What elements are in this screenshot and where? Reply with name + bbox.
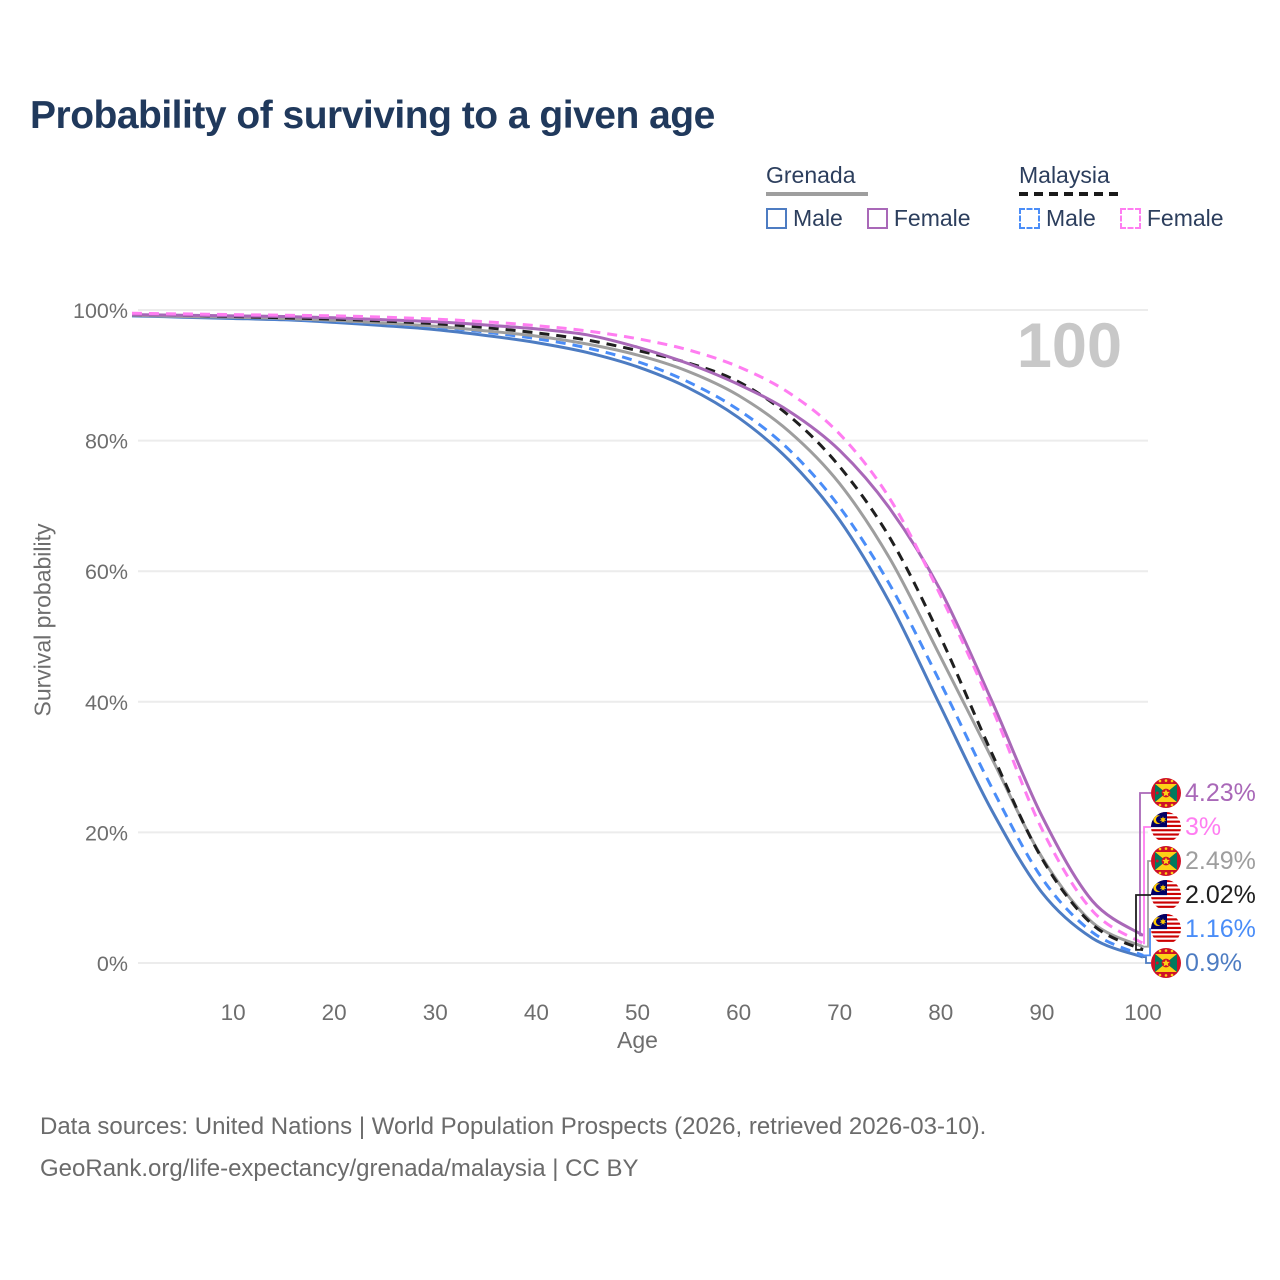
legend-label: Male	[793, 205, 843, 231]
y-tick-label: 20%	[85, 821, 128, 845]
legend-country-malaysia: Malaysia	[1019, 162, 1110, 188]
end-label-connector	[1143, 956, 1151, 964]
x-axis-title: Age	[617, 1027, 658, 1053]
series-curve-malaysia-female[interactable]	[131, 311, 1144, 945]
x-tick-label: 50	[625, 1000, 650, 1025]
end-label-malaysia-male: 1.16%	[1151, 913, 1256, 945]
grenada-flag-icon	[1151, 846, 1181, 876]
series-curve-malaysia[interactable]	[131, 313, 1144, 952]
grenada-flag-icon	[1151, 948, 1181, 978]
legend-group-grenada: Grenada Male Female	[766, 162, 995, 232]
end-label-value: 1.16%	[1185, 914, 1256, 943]
legend-item-grenada-female[interactable]: Female	[866, 205, 971, 232]
series-curve-grenada[interactable]	[131, 313, 1144, 949]
malaysia-flag-icon	[1151, 880, 1181, 910]
legend-label: Female	[1146, 205, 1224, 231]
series-curve-malaysia-male[interactable]	[131, 313, 1144, 957]
end-label-value: 0.9%	[1185, 948, 1242, 977]
x-tick-label: 30	[423, 1000, 448, 1025]
x-tick-label: 20	[322, 1000, 347, 1025]
malaysia-male-swatch-icon	[1019, 208, 1040, 229]
legend-label: Male	[1046, 205, 1096, 231]
end-label-grenada-female: 4.23%	[1151, 777, 1256, 809]
data-source-note: Data sources: United Nations | World Pop…	[40, 1106, 986, 1189]
end-label-connector	[1143, 826, 1151, 945]
y-tick-label: 0%	[97, 952, 128, 976]
legend-item-malaysia-male[interactable]: Male	[1019, 205, 1096, 232]
age-watermark: 100	[1017, 311, 1122, 381]
series-curve-grenada-male[interactable]	[131, 314, 1144, 959]
malaysia-line-style-sample	[1019, 192, 1121, 196]
legend-label: Female	[893, 205, 971, 231]
x-tick-label: 40	[524, 1000, 549, 1025]
x-tick-label: 70	[827, 1000, 852, 1025]
grenada-flag-icon	[1151, 778, 1181, 808]
end-label-connector	[1143, 928, 1151, 957]
grenada-line-style-sample	[766, 192, 868, 196]
grenada-male-swatch-icon	[766, 208, 787, 229]
x-tick-label: 80	[928, 1000, 953, 1025]
legend-item-grenada-male[interactable]: Male	[766, 205, 843, 232]
legend-country-grenada: Grenada	[766, 162, 856, 188]
y-tick-label: 60%	[85, 560, 128, 584]
end-label-connector	[1143, 860, 1151, 948]
end-label-grenada-male: 0.9%	[1151, 947, 1242, 979]
end-label-value: 4.23%	[1185, 778, 1256, 807]
legend-item-malaysia-female[interactable]: Female	[1119, 205, 1224, 232]
data-source-line2: GeoRank.org/life-expectancy/grenada/mala…	[40, 1154, 639, 1182]
legend-group-malaysia: Malaysia Male Female	[1019, 162, 1248, 232]
grenada-female-swatch-icon	[866, 208, 888, 229]
end-label-value: 2.02%	[1185, 880, 1256, 909]
page-title: Probability of surviving to a given age	[30, 94, 715, 137]
data-source-line1: Data sources: United Nations | World Pop…	[40, 1113, 987, 1140]
y-tick-label: 80%	[85, 430, 128, 454]
series-curve-grenada-female[interactable]	[131, 313, 1144, 937]
end-label-connector	[1135, 894, 1151, 951]
malaysia-female-swatch-icon	[1119, 208, 1141, 229]
end-label-malaysia-female: 3%	[1151, 811, 1221, 843]
end-label-value: 2.49%	[1185, 846, 1256, 875]
y-axis-title: Survival probability	[29, 523, 56, 717]
end-label-malaysia: 2.02%	[1151, 879, 1256, 911]
x-tick-label: 10	[221, 1000, 246, 1025]
end-label-connector	[1139, 792, 1151, 937]
malaysia-flag-icon	[1151, 812, 1181, 842]
x-tick-label: 100	[1124, 1000, 1162, 1025]
end-label-grenada: 2.49%	[1151, 845, 1256, 877]
end-label-value: 3%	[1185, 812, 1222, 841]
x-tick-label: 90	[1029, 1000, 1054, 1025]
x-tick-label: 60	[726, 1000, 751, 1025]
y-tick-label: 40%	[85, 691, 128, 715]
y-tick-label: 100%	[73, 299, 128, 323]
malaysia-flag-icon	[1151, 914, 1181, 944]
